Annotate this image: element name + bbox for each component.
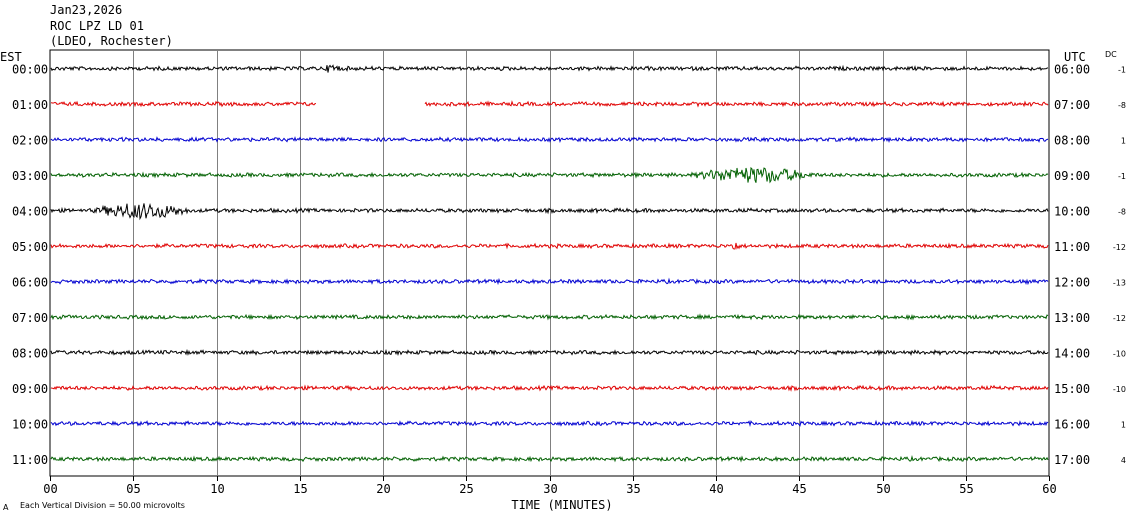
header-network: (LDEO, Rochester) bbox=[50, 34, 173, 48]
trace-row bbox=[50, 242, 1049, 250]
utc-label: UTC bbox=[1064, 50, 1086, 64]
trace-row bbox=[50, 100, 1049, 108]
est-time-label: 09:00 bbox=[12, 382, 48, 396]
trace-row bbox=[50, 64, 1049, 73]
trace-row bbox=[50, 166, 1049, 184]
trace-row bbox=[50, 277, 1049, 286]
est-time-label: 04:00 bbox=[12, 205, 48, 219]
x-tick-label: 40 bbox=[709, 482, 723, 496]
header-station: ROC LPZ LD 01 bbox=[50, 19, 144, 33]
dc-header: DC bbox=[1105, 50, 1117, 59]
trace-row bbox=[50, 348, 1049, 357]
traces bbox=[50, 64, 1049, 463]
est-time-label: 00:00 bbox=[12, 63, 48, 77]
dc-offset-label: 1 bbox=[1121, 137, 1126, 146]
utc-time-label: 16:00 bbox=[1054, 418, 1090, 432]
x-tick-label: 15 bbox=[293, 482, 307, 496]
utc-time-label: 06:00 bbox=[1054, 63, 1090, 77]
est-time-label: 02:00 bbox=[12, 134, 48, 148]
dc-offset-label: -10 bbox=[1113, 350, 1126, 359]
est-time-label: 08:00 bbox=[12, 347, 48, 361]
trace-row bbox=[50, 384, 1049, 392]
dc-offset-label: 4 bbox=[1121, 456, 1126, 465]
grid bbox=[49, 49, 1050, 481]
est-time-label: 03:00 bbox=[12, 169, 48, 183]
est-time-label: 10:00 bbox=[12, 418, 48, 432]
utc-time-label: 14:00 bbox=[1054, 347, 1090, 361]
labels: EST UTC DC TIME (MINUTES) A Each Vertica… bbox=[0, 50, 1126, 512]
plot-frame bbox=[49, 49, 1050, 477]
dc-offset-label: -10 bbox=[1113, 385, 1126, 394]
x-tick-label: 05 bbox=[126, 482, 140, 496]
dc-offset-label: -1 bbox=[1118, 172, 1126, 181]
utc-time-label: 10:00 bbox=[1054, 205, 1090, 219]
dc-offset-label: -12 bbox=[1113, 314, 1126, 323]
scale-note: Each Vertical Division = 50.00 microvolt… bbox=[20, 501, 185, 510]
dc-offset-label: 1 bbox=[1121, 421, 1126, 430]
est-time-label: 06:00 bbox=[12, 276, 48, 290]
dc-offset-label: -1 bbox=[1118, 66, 1126, 75]
utc-time-label: 09:00 bbox=[1054, 169, 1090, 183]
x-tick-label: 55 bbox=[959, 482, 973, 496]
scale-marker: A bbox=[3, 503, 9, 512]
x-axis-title: TIME (MINUTES) bbox=[511, 498, 612, 512]
utc-time-label: 15:00 bbox=[1054, 382, 1090, 396]
est-label: EST bbox=[0, 50, 22, 64]
trace-row bbox=[50, 313, 1049, 321]
x-tick-label: 00 bbox=[43, 482, 57, 496]
x-tick-label: 60 bbox=[1042, 482, 1056, 496]
header-date: Jan23,2026 bbox=[50, 3, 123, 17]
est-time-label: 07:00 bbox=[12, 311, 48, 325]
utc-time-label: 13:00 bbox=[1054, 311, 1090, 325]
x-tick-label: 10 bbox=[210, 482, 224, 496]
trace-row bbox=[50, 419, 1049, 428]
est-time-label: 11:00 bbox=[12, 453, 48, 467]
est-time-label: 01:00 bbox=[12, 98, 48, 112]
utc-time-label: 11:00 bbox=[1054, 240, 1090, 254]
utc-time-label: 17:00 bbox=[1054, 453, 1090, 467]
x-tick-label: 50 bbox=[876, 482, 890, 496]
dc-offset-label: -8 bbox=[1118, 101, 1126, 110]
est-time-label: 05:00 bbox=[12, 240, 48, 254]
x-tick-label: 35 bbox=[626, 482, 640, 496]
trace-row bbox=[50, 202, 1049, 221]
trace-row bbox=[50, 135, 1049, 144]
dc-offset-label: -13 bbox=[1113, 279, 1126, 288]
dc-offset-label: -12 bbox=[1113, 243, 1126, 252]
utc-time-label: 08:00 bbox=[1054, 134, 1090, 148]
utc-time-label: 07:00 bbox=[1054, 98, 1090, 112]
trace-row bbox=[50, 455, 1049, 463]
utc-time-label: 12:00 bbox=[1054, 276, 1090, 290]
x-tick-label: 30 bbox=[543, 482, 557, 496]
dc-offset-label: -8 bbox=[1118, 208, 1126, 217]
x-tick-label: 20 bbox=[376, 482, 390, 496]
x-tick-label: 25 bbox=[459, 482, 473, 496]
x-tick-label: 45 bbox=[792, 482, 806, 496]
